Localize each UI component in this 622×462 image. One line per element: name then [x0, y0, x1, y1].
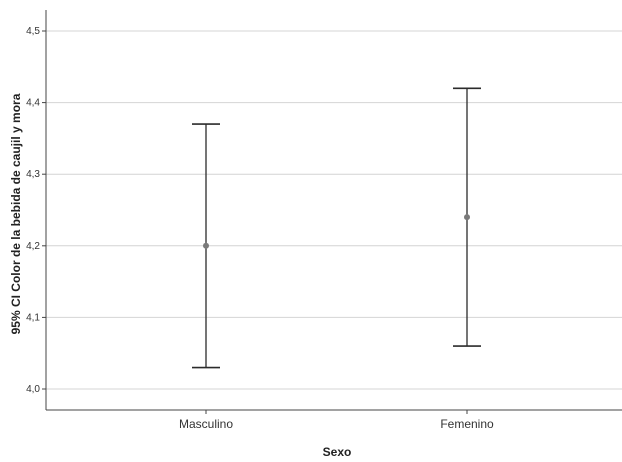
y-tick-label: 4,4 — [26, 98, 40, 109]
error-bar-femenino — [453, 87, 481, 347]
x-tick-label: Masculino — [179, 417, 233, 431]
error-bar-masculino — [192, 123, 220, 369]
mean-point — [464, 214, 470, 221]
y-axis-title: 95% CI Color de la bebida de caujil y mo… — [9, 93, 23, 334]
x-axis-title: Sexo — [323, 445, 352, 459]
y-tick-label: 4,0 — [26, 384, 40, 395]
x-tick-label: Femenino — [440, 417, 494, 431]
y-tick-label: 4,2 — [26, 241, 40, 252]
gridlines — [46, 30, 622, 390]
y-tick-label: 4,5 — [26, 26, 40, 37]
y-tick-labels: 4,0 4,1 4,2 4,3 4,4 4,5 — [26, 26, 40, 395]
axes — [42, 10, 622, 414]
x-tick-labels: Masculino Femenino — [179, 417, 494, 431]
y-tick-label: 4,1 — [26, 312, 40, 323]
mean-point — [203, 242, 209, 249]
error-bars — [192, 87, 481, 369]
y-tick-label: 4,3 — [26, 169, 40, 180]
